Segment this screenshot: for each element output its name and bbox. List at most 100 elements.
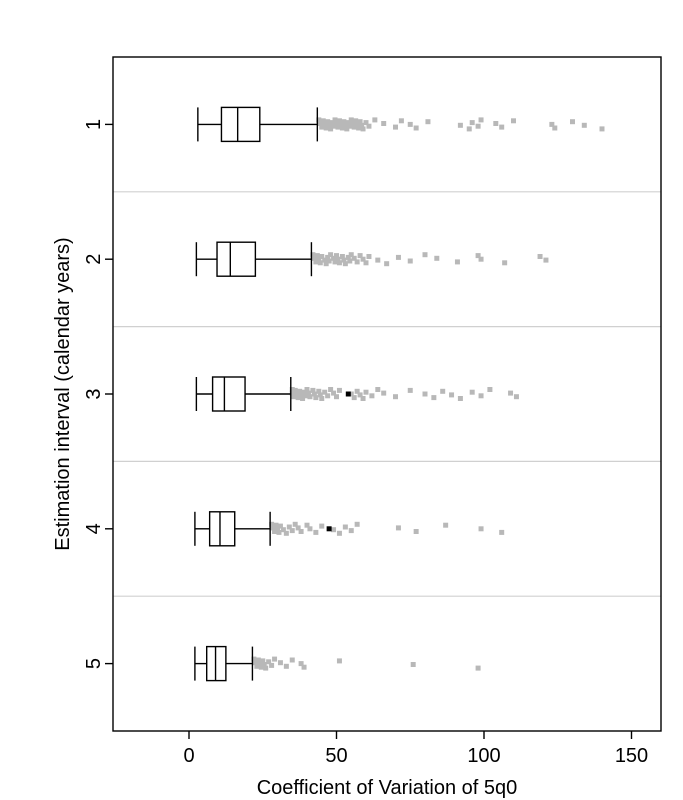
- outlier-point: [351, 124, 357, 130]
- outlier-point: [335, 256, 341, 262]
- outlier-point: [393, 124, 398, 130]
- outlier-point: [331, 255, 337, 261]
- outlier-point: [393, 394, 398, 400]
- box-plot-5: [194, 645, 481, 682]
- outlier-point: [395, 525, 401, 531]
- outlier-point: [255, 657, 261, 663]
- outlier-point: [339, 254, 345, 259]
- outlier-point: [543, 257, 549, 263]
- outlier-point: [310, 252, 316, 258]
- outlier-point: [323, 261, 329, 267]
- outlier-point: [307, 394, 313, 400]
- outlier-point: [341, 257, 347, 263]
- outlier-point: [348, 528, 354, 534]
- outlier-point: [316, 388, 322, 394]
- outlier-point: [280, 527, 286, 533]
- outlier-point: [334, 253, 339, 259]
- outlier-point: [407, 387, 413, 393]
- x-tick-label: 50: [325, 745, 347, 767]
- outlier-point: [313, 259, 319, 265]
- outlier-point: [317, 121, 323, 126]
- outlier-point: [289, 387, 295, 392]
- outlier-point: [320, 118, 326, 124]
- outlier-point: [375, 257, 381, 263]
- x-tick-label: 150: [615, 745, 648, 767]
- outlier-point: [322, 257, 328, 263]
- outlier-point: [366, 254, 372, 259]
- outlier-point: [348, 117, 354, 123]
- outlier-point: [298, 392, 304, 398]
- outlier-point: [257, 661, 263, 667]
- outlier-point: [478, 117, 484, 123]
- outlier-point: [319, 523, 325, 529]
- x-tick-label: 0: [183, 745, 194, 767]
- outlier-point: [398, 118, 404, 124]
- outlier-point: [359, 122, 365, 128]
- outlier-point: [319, 124, 325, 130]
- outlier-point: [348, 391, 354, 397]
- outlier-point: [338, 121, 344, 127]
- outlier-point: [357, 392, 363, 398]
- outlier-point: [345, 254, 351, 260]
- outlier-point: [342, 524, 348, 530]
- outlier-point: [311, 255, 317, 261]
- outlier-point: [291, 394, 297, 400]
- outlier-point: [431, 395, 437, 401]
- highlighted-point: [345, 391, 351, 397]
- outlier-point: [269, 521, 275, 527]
- outlier-point: [313, 395, 319, 401]
- outlier-point: [335, 124, 341, 130]
- outlier-point: [434, 255, 440, 261]
- outlier-point: [261, 662, 267, 667]
- outlier-point: [493, 121, 499, 126]
- outlier-point: [300, 396, 306, 401]
- y-tick-label-1: 1: [83, 119, 105, 130]
- outlier-point: [363, 120, 369, 126]
- outlier-point: [322, 389, 328, 395]
- outlier-point: [252, 660, 258, 666]
- outlier-point: [317, 260, 323, 266]
- outlier-point: [353, 118, 359, 124]
- outlier-point: [354, 259, 360, 265]
- outlier-point: [298, 661, 304, 667]
- y-tick-label-3: 3: [83, 388, 105, 399]
- outlier-point: [314, 253, 320, 259]
- box-plot-4: [194, 511, 505, 547]
- box-plot-2: [195, 241, 549, 277]
- outlier-point: [332, 117, 338, 123]
- outlier-point: [341, 119, 347, 125]
- outlier-point: [313, 529, 319, 535]
- outlier-point: [322, 121, 328, 127]
- outlier-point: [289, 528, 295, 534]
- outlier-point: [325, 254, 331, 260]
- iqr-box: [220, 106, 261, 143]
- outlier-point: [325, 393, 331, 399]
- outlier-point: [316, 256, 322, 262]
- iqr-box: [208, 511, 236, 547]
- y-tick-label-2: 2: [83, 254, 105, 265]
- outlier-point: [323, 125, 329, 131]
- iqr-box: [211, 376, 246, 412]
- outlier-point: [410, 662, 416, 667]
- outlier-point: [570, 119, 575, 125]
- category-separators: [113, 191, 661, 597]
- x-axis: 0 50 100 150: [183, 731, 648, 767]
- outlier-point: [381, 121, 387, 126]
- outlier-point: [331, 527, 337, 533]
- outlier-point: [331, 123, 337, 129]
- outlier-point: [384, 261, 390, 267]
- outlier-point: [269, 662, 275, 668]
- outlier-point: [339, 125, 345, 131]
- outlier-point: [363, 260, 369, 266]
- outlier-point: [326, 258, 332, 264]
- outlier-point: [304, 387, 310, 392]
- outlier-point: [366, 123, 372, 129]
- outlier-point: [254, 663, 260, 669]
- outlier-point: [289, 657, 295, 663]
- outlier-point: [475, 123, 481, 129]
- outlier-point: [270, 525, 276, 531]
- outlier-point: [272, 529, 278, 534]
- outlier-point: [502, 260, 508, 266]
- outlier-point: [305, 390, 311, 396]
